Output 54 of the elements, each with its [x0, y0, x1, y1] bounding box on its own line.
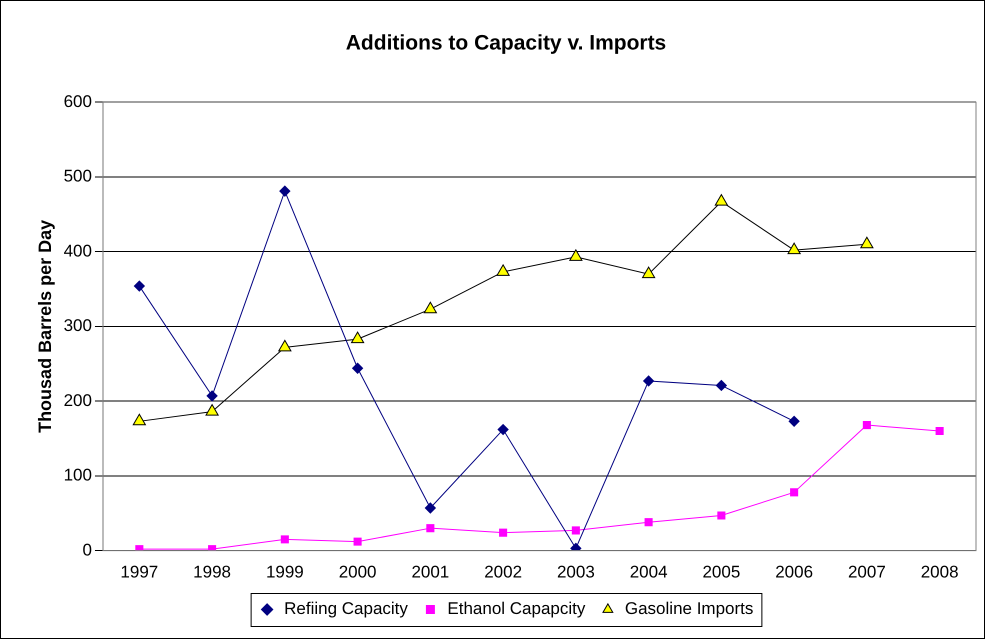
y-tick-label: 400 [64, 241, 92, 260]
x-tick-label: 2001 [411, 562, 450, 582]
point [206, 390, 218, 402]
point [788, 242, 801, 254]
legend-label: Ethanol Capapcity [447, 599, 586, 618]
x-tick-label: 2008 [920, 562, 959, 582]
point [424, 502, 436, 514]
chart-title: Additions to Capacity v. Imports [346, 31, 666, 54]
point [278, 340, 292, 352]
point [717, 511, 726, 520]
legend-label: Gasoline Imports [624, 599, 754, 618]
x-tick-label: 1998 [193, 562, 232, 582]
point [569, 249, 582, 261]
x-tick-label: 2005 [702, 562, 740, 582]
point [208, 545, 216, 551]
point [351, 332, 364, 344]
point [716, 380, 727, 391]
point [135, 545, 144, 551]
point [790, 488, 798, 496]
point [354, 538, 362, 546]
y-axis-title: Thousad Barrels per Day [34, 220, 55, 433]
x-tick-label: 1997 [120, 562, 158, 582]
x-tick-label: 2004 [630, 562, 668, 582]
y-tick-label: 600 [64, 92, 92, 111]
point [860, 236, 874, 248]
y-tick-label: 300 [64, 316, 92, 336]
point [426, 524, 434, 532]
legend-label: Refiing Capacity [284, 599, 408, 618]
point [280, 535, 289, 544]
point [714, 194, 728, 206]
point [643, 375, 654, 386]
point [642, 266, 656, 278]
x-tick-label: 2003 [556, 562, 595, 582]
y-tick-label: 100 [64, 466, 92, 485]
x-tick-label: 2002 [484, 562, 522, 582]
x-tick-label: 2006 [775, 562, 814, 582]
x-tick-label: 2000 [338, 562, 377, 582]
y-tick-label: 200 [64, 390, 92, 410]
y-tick-label: 500 [64, 166, 92, 186]
point [498, 424, 509, 436]
x-tick-label: 1999 [266, 562, 304, 582]
point [496, 264, 510, 276]
point [424, 302, 437, 314]
point [862, 421, 871, 430]
point [132, 414, 146, 426]
point [788, 416, 800, 427]
point [206, 404, 219, 416]
point [644, 518, 653, 526]
point [352, 362, 364, 374]
point [936, 426, 944, 436]
point [572, 526, 580, 534]
point [499, 528, 508, 537]
x-tick-label: 2007 [848, 562, 886, 582]
y-tick-label: 0 [82, 540, 92, 560]
